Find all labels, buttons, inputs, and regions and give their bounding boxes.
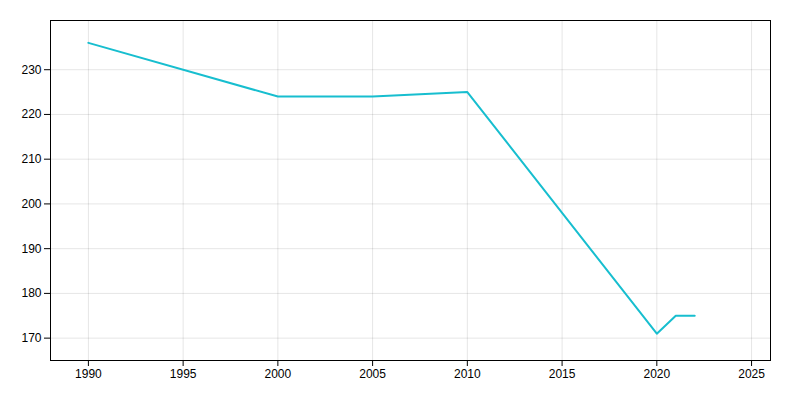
svg-text:230: 230	[21, 63, 41, 77]
svg-text:2015: 2015	[549, 367, 576, 381]
svg-text:2010: 2010	[454, 367, 481, 381]
svg-text:170: 170	[21, 331, 41, 345]
svg-text:1990: 1990	[75, 367, 102, 381]
svg-text:2000: 2000	[265, 367, 292, 381]
svg-text:2025: 2025	[738, 367, 765, 381]
svg-text:1995: 1995	[170, 367, 197, 381]
svg-text:2020: 2020	[643, 367, 670, 381]
svg-text:2005: 2005	[359, 367, 386, 381]
svg-text:190: 190	[21, 241, 41, 255]
svg-text:210: 210	[21, 152, 41, 166]
svg-text:200: 200	[21, 197, 41, 211]
svg-text:220: 220	[21, 107, 41, 121]
svg-text:180: 180	[21, 286, 41, 300]
